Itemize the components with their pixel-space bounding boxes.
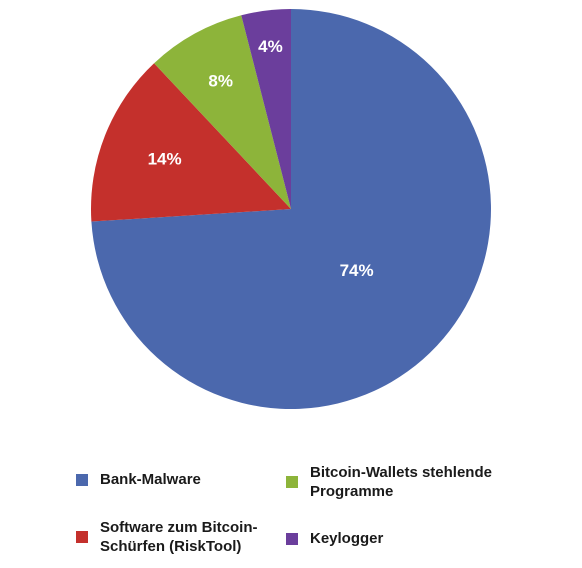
legend-label-risktool: Software zum Bitcoin- Schürfen (RiskTool… <box>100 519 258 555</box>
legend-item-risktool: Software zum Bitcoin- Schürfen (RiskTool… <box>76 518 258 556</box>
pie-slice-risktool <box>90 63 291 222</box>
legend-item-keylogger: Keylogger <box>286 529 383 548</box>
pie-chart: 74% 14% 8% 4% <box>90 8 491 409</box>
legend-label-bank-malware: Bank-Malware <box>100 471 201 488</box>
slice-label-risktool: 14% <box>148 149 182 168</box>
legend-item-wallet-stealers: Bitcoin-Wallets stehlende Programme <box>286 463 492 501</box>
legend-swatch-keylogger <box>286 532 298 545</box>
slice-label-bank-malware: 74% <box>340 261 374 280</box>
pie-slice-wallet-stealers <box>154 15 291 210</box>
legend-swatch-risktool <box>76 531 88 543</box>
slice-label-keylogger: 4% <box>258 37 283 56</box>
legend-item-bank-malware: Bank-Malware <box>76 470 201 489</box>
slice-label-wallet-stealers: 8% <box>208 72 233 91</box>
pie-slice-keylogger <box>241 8 291 209</box>
legend-label-keylogger: Keylogger <box>310 530 384 547</box>
legend-swatch-bank-malware <box>76 473 88 486</box>
legend-label-wallet-stealers: Bitcoin-Wallets stehlende Programme <box>310 464 492 500</box>
legend-swatch-wallet-stealers <box>286 476 298 488</box>
pie-slice-bank-malware <box>91 9 491 409</box>
